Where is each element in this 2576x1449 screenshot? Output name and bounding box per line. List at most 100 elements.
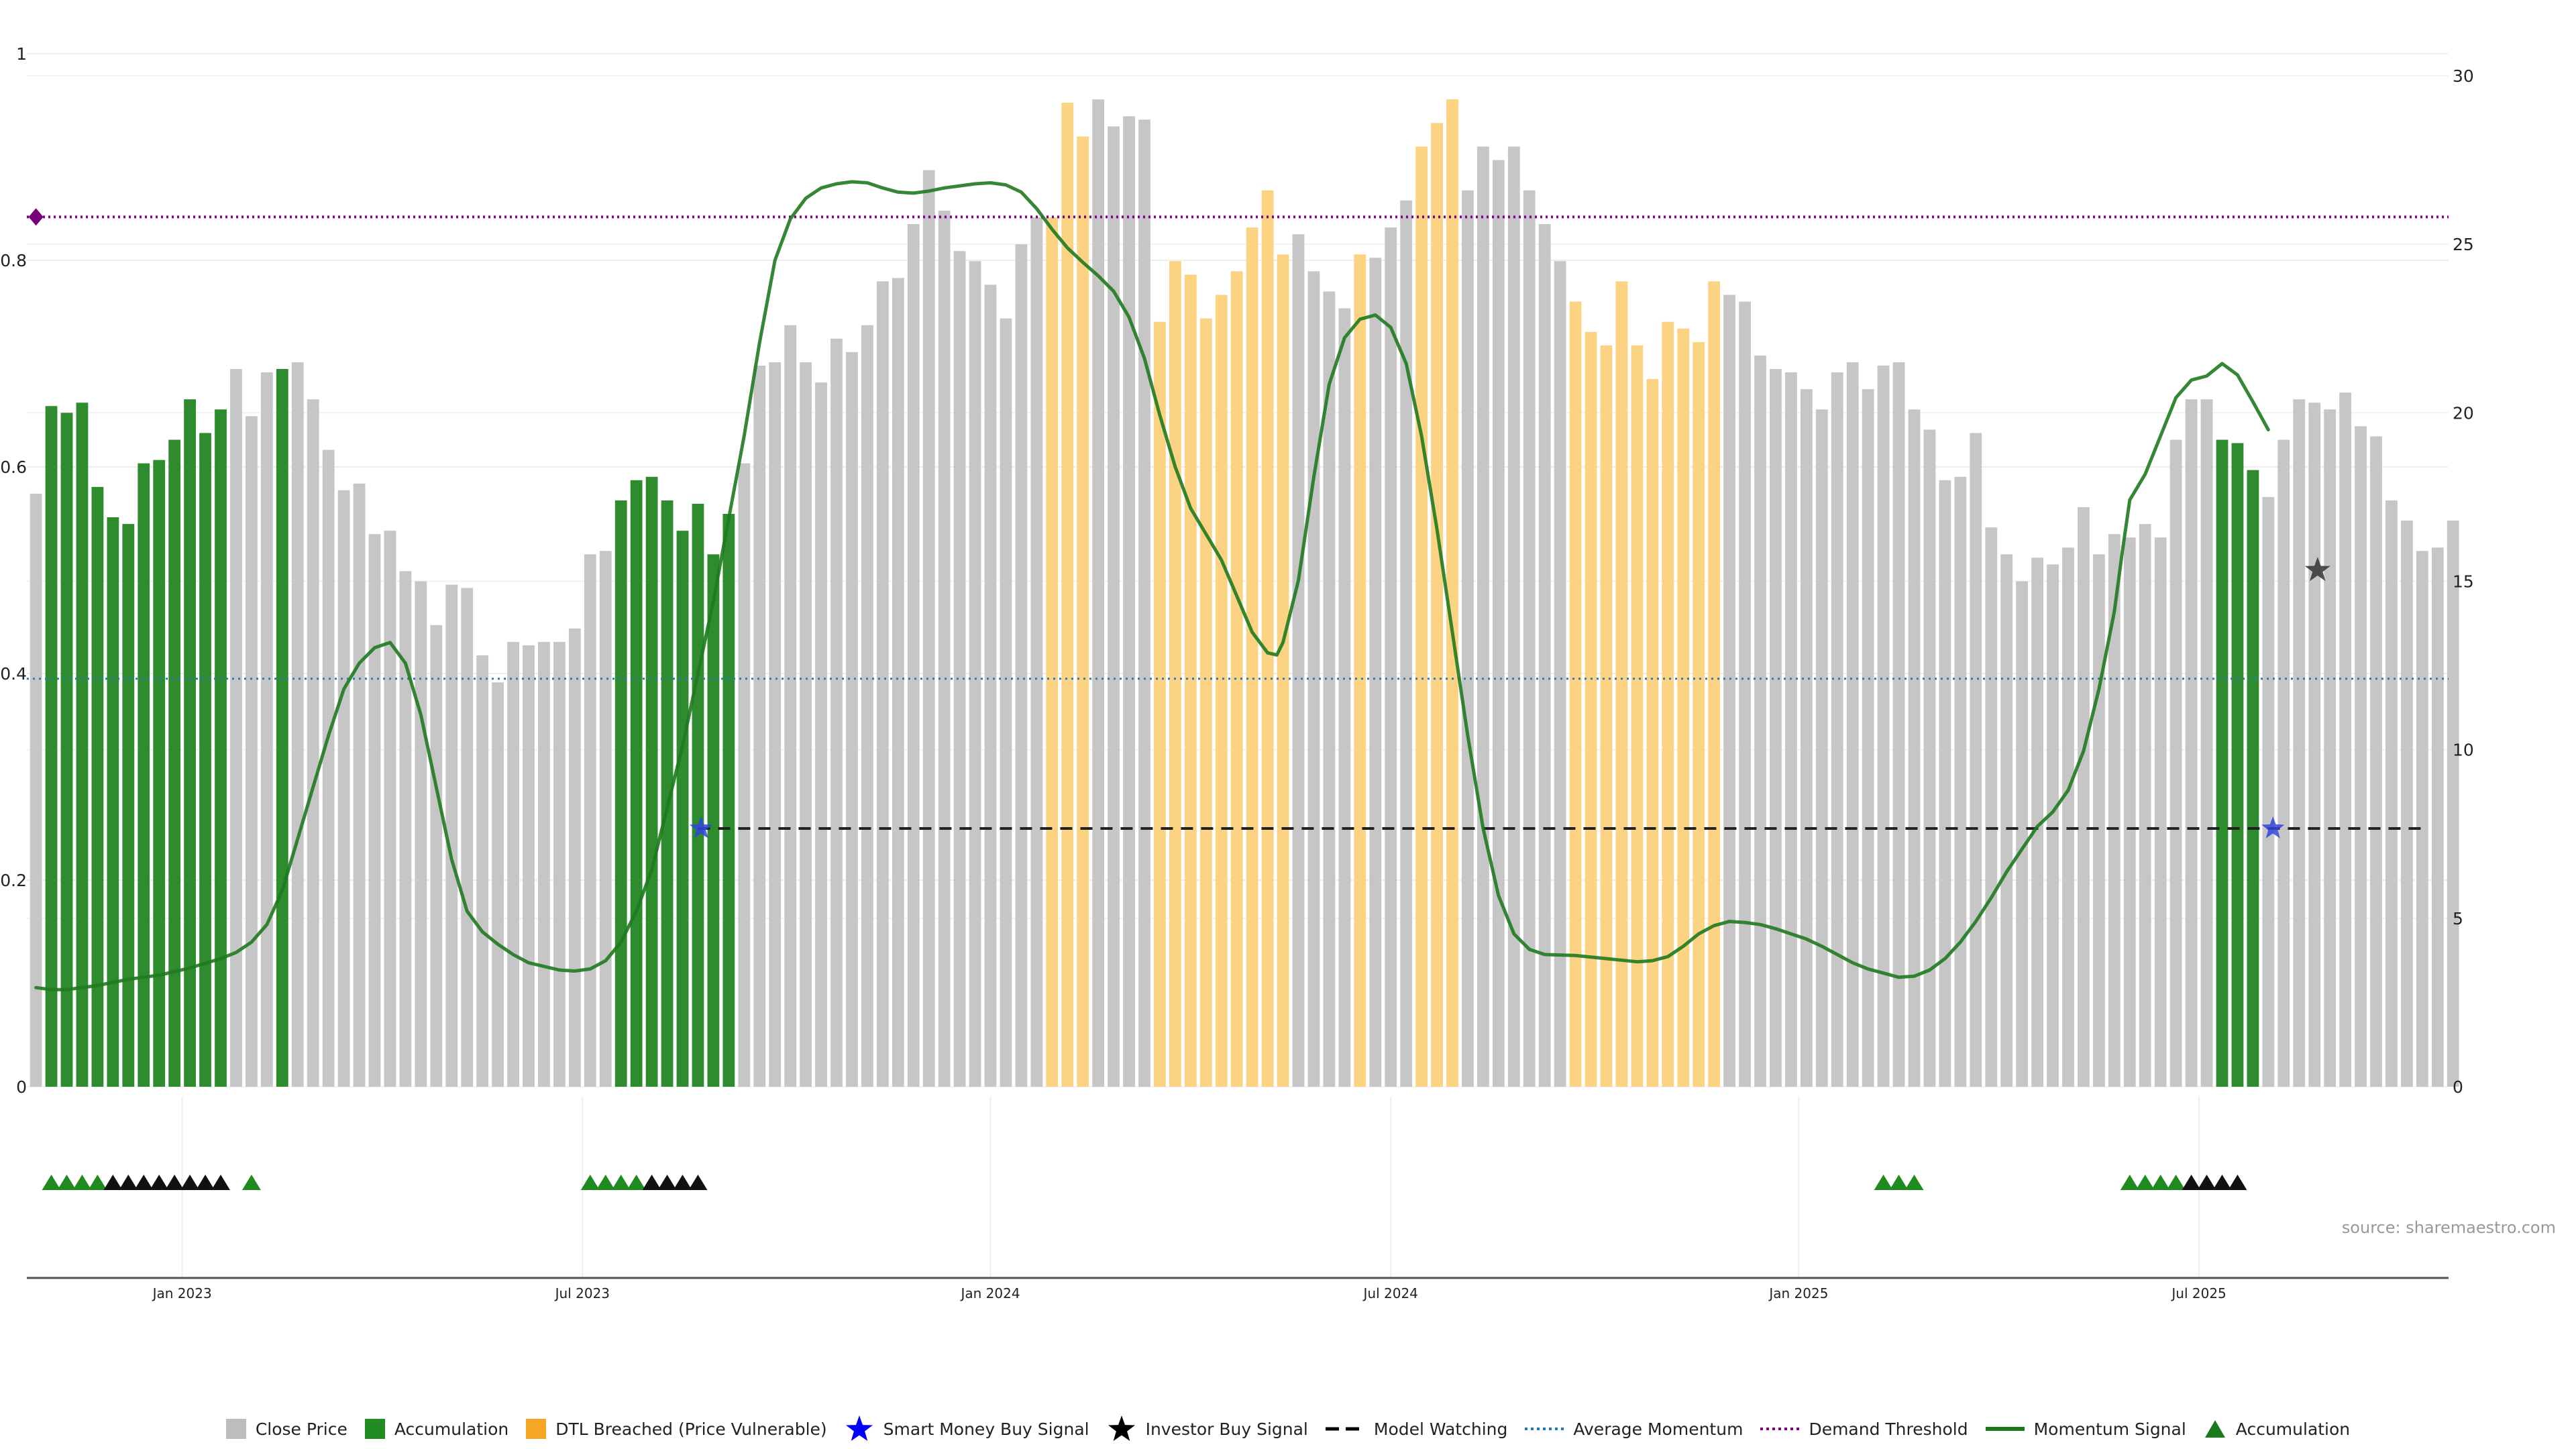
legend-dot-icon <box>1760 1422 1800 1436</box>
price-bar <box>861 325 873 1087</box>
price-bar <box>1077 136 1089 1087</box>
accumulation-marker <box>150 1175 169 1190</box>
price-bar <box>1492 160 1505 1087</box>
price-bar <box>368 534 381 1087</box>
left-y-tick-label: 0.4 <box>0 664 27 684</box>
demand-threshold-marker <box>28 208 44 226</box>
price-bar <box>661 500 674 1087</box>
price-bar <box>353 483 366 1087</box>
price-bar <box>1184 274 1197 1087</box>
price-bar <box>738 463 751 1087</box>
price-bar <box>2047 564 2059 1087</box>
price-bar <box>1600 345 1613 1087</box>
price-bar <box>969 261 981 1087</box>
price-bar <box>246 416 258 1087</box>
price-bar <box>769 362 782 1087</box>
price-bar <box>322 449 335 1087</box>
price-bar <box>107 517 119 1087</box>
legend-label: Demand Threshold <box>1809 1419 1968 1439</box>
price-bar <box>2431 547 2444 1087</box>
price-bar <box>2339 392 2351 1087</box>
price-bar <box>1970 433 1982 1087</box>
legend-label: Average Momentum <box>1573 1419 1743 1439</box>
price-bar <box>461 588 474 1087</box>
price-bar <box>1831 372 1843 1087</box>
price-bar <box>1354 254 1366 1087</box>
price-bar <box>2355 426 2367 1087</box>
price-bar <box>2062 547 2074 1087</box>
accumulation-marker <box>42 1175 61 1190</box>
price-bar <box>1015 244 1028 1087</box>
price-bar <box>523 645 535 1087</box>
investor-buy-star-0 <box>2304 557 2330 582</box>
price-bar <box>2401 521 2413 1087</box>
price-bar <box>584 554 596 1087</box>
legend-star-icon <box>845 1414 874 1444</box>
price-bar <box>1507 146 1520 1087</box>
price-bar <box>1000 318 1012 1087</box>
legend-item: DTL Breached (Price Vulnerable) <box>526 1419 827 1439</box>
price-bar <box>2216 439 2229 1087</box>
left-y-tick-label: 0.6 <box>0 458 27 477</box>
price-bar <box>922 170 935 1087</box>
price-bar <box>614 500 627 1087</box>
price-bar <box>507 641 519 1087</box>
price-bar <box>1693 341 1705 1087</box>
price-bar <box>1246 227 1258 1087</box>
price-bar <box>1538 224 1551 1087</box>
price-bar <box>337 490 350 1087</box>
accumulation-marker <box>103 1175 123 1190</box>
accumulation-marker <box>134 1175 154 1190</box>
price-bar <box>1892 362 1905 1087</box>
price-bar <box>2154 537 2167 1087</box>
accumulation-marker <box>2228 1175 2247 1190</box>
accumulation-marker <box>196 1175 215 1190</box>
accumulation-marker <box>57 1175 76 1190</box>
legend-item: Average Momentum <box>1525 1419 1743 1439</box>
price-bar <box>907 224 920 1087</box>
price-bar <box>2324 409 2337 1087</box>
price-bar <box>2093 554 2105 1087</box>
price-bar <box>1154 321 1166 1087</box>
price-bar <box>2139 524 2151 1087</box>
price-bar <box>1030 217 1043 1087</box>
price-bar <box>1477 146 1489 1087</box>
price-bar <box>1138 119 1150 1087</box>
legend-label: Close Price <box>255 1419 347 1439</box>
price-bar <box>1061 103 1074 1087</box>
price-bar <box>45 406 58 1087</box>
price-bar <box>1092 99 1105 1087</box>
price-bar <box>415 581 427 1087</box>
price-bar <box>2200 399 2213 1087</box>
price-bar <box>1431 123 1443 1087</box>
price-bar <box>938 210 951 1087</box>
price-bar <box>1554 261 1566 1087</box>
price-bar <box>276 369 288 1087</box>
accumulation-marker <box>1889 1175 1909 1190</box>
price-bar <box>138 463 150 1087</box>
left-y-tick-label: 0.2 <box>0 871 27 890</box>
legend-label: Smart Money Buy Signal <box>883 1419 1089 1439</box>
reference-lines <box>27 215 2449 830</box>
price-bar <box>1615 281 1628 1087</box>
x-tick-label: Jan 2024 <box>959 1285 1020 1301</box>
accumulation-marker <box>165 1175 184 1190</box>
right-y-tick-label: 10 <box>2453 741 2474 760</box>
legend-dot-icon <box>1525 1422 1564 1436</box>
price-bar <box>1677 328 1690 1087</box>
price-bar <box>784 325 797 1087</box>
price-bar <box>1199 318 1212 1087</box>
accumulation-marker <box>627 1175 646 1190</box>
signals-layer <box>28 208 2330 839</box>
legend-star-icon <box>1107 1414 1136 1444</box>
price-bar <box>953 251 966 1087</box>
price-bar <box>1631 345 1644 1087</box>
accumulation-marker <box>642 1175 661 1190</box>
accumulation-marker <box>2166 1175 2186 1190</box>
price-bar <box>168 439 181 1087</box>
legend-label: Investor Buy Signal <box>1145 1419 1308 1439</box>
left-y-tick-label: 0.8 <box>0 251 27 270</box>
momentum-signal-line <box>34 180 2270 991</box>
price-bar <box>1770 369 1782 1087</box>
